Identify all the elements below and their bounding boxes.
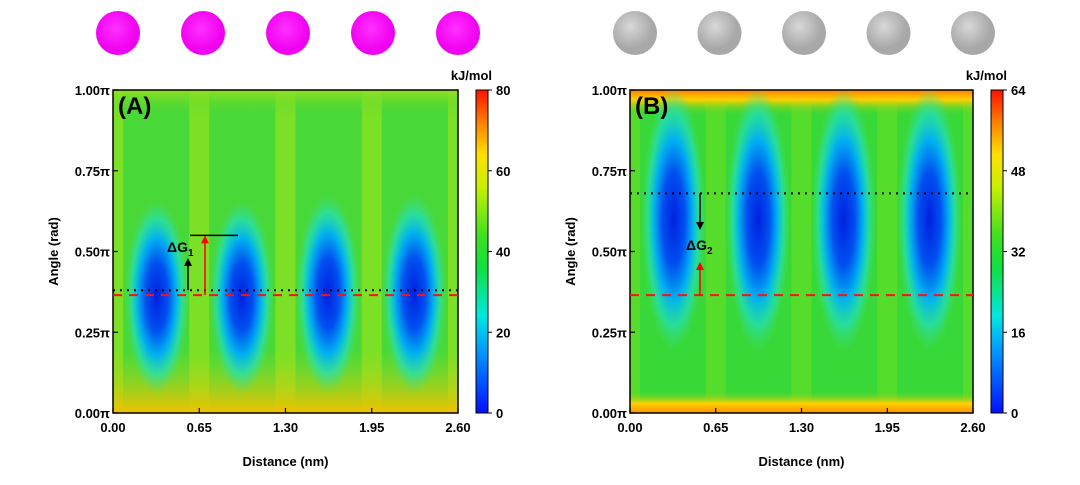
x-tick-label: 0.00 [617, 420, 642, 435]
panel-b: ΔG2 (B) 0.00 0.65 1.30 1.95 2.60 0.00π 0.25π 0.50… [563, 11, 1026, 469]
x-tick-label: 1.95 [359, 420, 384, 435]
colorbar-tick-label: 80 [496, 83, 510, 98]
black-arrow-head [184, 258, 192, 266]
y-tick-label: 0.25π [592, 325, 627, 340]
black-arrow-head [696, 222, 704, 230]
y-tick-label: 0.50π [592, 245, 627, 260]
delta-g-subscript: 1 [188, 248, 194, 259]
molecule-bead [266, 11, 310, 55]
molecule-bead [351, 11, 395, 55]
energy-minimum [295, 192, 360, 395]
energy-minimum [124, 199, 189, 395]
molecule-bead [782, 11, 826, 55]
energy-minimum [725, 90, 790, 353]
x-tick-label: 1.30 [789, 420, 814, 435]
colorbar-tick-label: 60 [496, 164, 510, 179]
y-tick-label: 0.25π [75, 325, 110, 340]
heatmap [113, 90, 458, 413]
x-tick-label: 1.95 [875, 420, 900, 435]
x-tick-label: 1.30 [273, 420, 298, 435]
delta-g-label: ΔG2 [686, 237, 713, 257]
panel-label: (B) [635, 93, 668, 120]
y-axis-label: Angle (rad) [46, 217, 61, 286]
molecule-bead [697, 11, 742, 55]
x-tick-label: 0.00 [100, 420, 125, 435]
colorbar-tick-label: 0 [1011, 406, 1018, 421]
colorbar-tick-label: 40 [496, 245, 510, 260]
x-axis-label: Distance (nm) [243, 454, 329, 469]
x-tick-label: 0.65 [187, 420, 212, 435]
colorbar [475, 89, 489, 414]
energy-minimum [641, 90, 706, 353]
delta-g-subscript: 2 [707, 246, 713, 257]
colorbar-tick-label: 48 [1011, 164, 1025, 179]
x-tick-label: 2.60 [960, 420, 985, 435]
molecule-bead [613, 11, 657, 55]
colorbar-tick-label: 64 [1011, 83, 1026, 98]
red-arrow-head [201, 235, 209, 244]
y-tick-label: 1.00π [592, 83, 627, 98]
delta-g-label: ΔG1 [167, 239, 194, 259]
x-tick-label: 0.65 [703, 420, 728, 435]
colorbar-title: kJ/mol [451, 68, 492, 83]
energy-minimum [209, 199, 274, 395]
panel-label: (A) [118, 93, 151, 120]
y-axis-label: Angle (rad) [563, 217, 578, 286]
molecule-bead [96, 11, 140, 55]
colorbar-tick-label: 0 [496, 406, 503, 421]
y-tick-label: 0.00π [75, 406, 110, 421]
colorbar-tick-label: 16 [1011, 325, 1025, 340]
panel-a: ΔG1 (A) 0.00 0.65 1.30 1.95 2.60 0.00π 0.25π 0.50… [46, 11, 510, 469]
red-arrow-head [696, 262, 704, 270]
energy-minimum [897, 90, 962, 353]
colorbar-title: kJ/mol [966, 68, 1007, 83]
molecule-bead [951, 11, 995, 55]
molecule-bead [866, 11, 911, 55]
colorbar-tick-label: 32 [1011, 245, 1025, 260]
y-tick-label: 0.75π [75, 164, 110, 179]
energy-minimum [811, 90, 876, 353]
heatmap [630, 90, 973, 413]
energy-minimum [382, 192, 447, 395]
y-tick-label: 0.00π [592, 406, 627, 421]
x-axis-label: Distance (nm) [759, 454, 845, 469]
molecule-bead [436, 11, 480, 55]
y-tick-label: 0.50π [75, 245, 110, 260]
x-tick-label: 2.60 [445, 420, 470, 435]
y-tick-label: 0.75π [592, 164, 627, 179]
molecule-bead [181, 11, 225, 55]
colorbar-tick-label: 20 [496, 325, 510, 340]
y-tick-label: 1.00π [75, 83, 110, 98]
colorbar [990, 89, 1004, 414]
